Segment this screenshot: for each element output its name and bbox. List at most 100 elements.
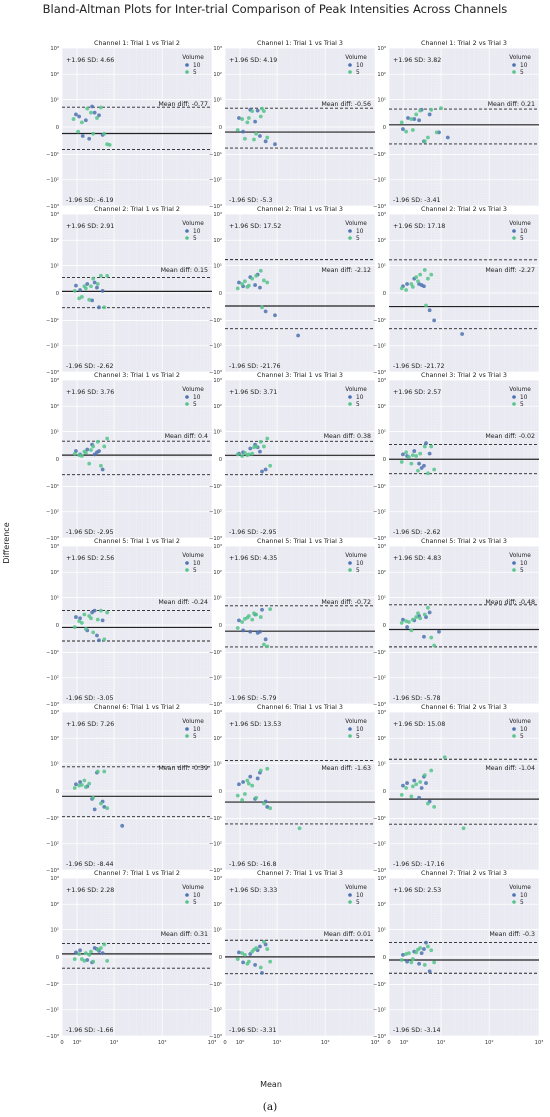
data-point <box>260 106 264 111</box>
y-tick-label: 0 <box>219 457 222 463</box>
lower-sd-label: -1.96 SD: -16.8 <box>229 861 277 868</box>
y-tick-label: −10³ <box>46 1034 59 1040</box>
y-tick-label: 0 <box>383 955 386 961</box>
data-point <box>414 454 419 458</box>
data-point <box>268 959 273 964</box>
data-point <box>237 950 241 955</box>
y-tick-label: −10¹ <box>46 650 59 656</box>
data-point <box>102 637 107 642</box>
subplot-11: 10³ 10² 10¹ 0 −10¹ −10² −10³ Channel 5: Trial 1… <box>209 537 376 708</box>
figure-x-label: Mean <box>260 1080 282 1089</box>
data-point <box>258 965 263 970</box>
y-tick-label: 10² <box>50 72 59 78</box>
legend-title: Volume <box>182 885 204 891</box>
data-point <box>262 278 266 283</box>
data-point <box>426 135 430 140</box>
data-point <box>273 313 277 318</box>
legend-marker <box>348 561 352 565</box>
data-point <box>90 298 94 303</box>
data-point <box>240 798 245 802</box>
y-tick-label: 10³ <box>377 46 386 52</box>
data-point <box>258 285 262 290</box>
y-tick-label: −10² <box>373 676 386 682</box>
data-point <box>240 951 245 956</box>
subplot-10: 10³ 10² 10¹ 0 −10¹ −10² −10³ Channel 5: Trial 1… <box>46 537 213 708</box>
legend-marker <box>512 727 516 731</box>
y-tick-label: −10² <box>373 1008 386 1014</box>
data-point <box>240 454 245 458</box>
data-point <box>92 608 97 613</box>
data-point <box>97 305 101 310</box>
y-tick-label: −10² <box>373 178 386 184</box>
mean-diff-label: Mean diff: -0.48 <box>485 599 535 606</box>
mean-diff-label: Mean diff: 0.38 <box>324 433 371 440</box>
data-point <box>92 452 97 457</box>
y-tick-label: 10² <box>377 72 386 78</box>
legend-marker <box>348 63 352 67</box>
y-tick-label: 10² <box>50 404 59 410</box>
data-point <box>401 953 405 957</box>
lower-sd-label: -1.96 SD: -3.31 <box>229 1027 277 1034</box>
data-point <box>258 134 262 138</box>
subplot-4: 10³ 10² 10¹ 0 −10¹ −10² −10³ Channel 2: Trial 1… <box>46 205 213 376</box>
y-tick-label: 0 <box>56 955 59 961</box>
figure-title: Bland-Altman Plots for Inter-trial Compa… <box>43 2 508 16</box>
legend-marker <box>348 236 352 240</box>
y-tick-label: −10² <box>209 178 222 184</box>
data-point <box>250 783 255 788</box>
y-tick-label: −10³ <box>373 370 386 376</box>
data-point <box>87 781 92 786</box>
legend-label: 5 <box>520 900 524 906</box>
y-tick-label: −10³ <box>209 868 222 874</box>
data-point <box>95 617 100 622</box>
figure-y-label: Difference <box>2 522 11 563</box>
y-tick-label: 0 <box>56 789 59 795</box>
y-tick-label: −10¹ <box>373 816 386 822</box>
data-point <box>419 786 424 790</box>
data-point <box>240 282 245 286</box>
y-tick-label: −10³ <box>373 868 386 874</box>
lower-sd-label: -1.96 SD: -17.16 <box>393 861 445 868</box>
data-point <box>417 461 421 466</box>
data-point <box>248 629 253 634</box>
data-point <box>258 615 263 619</box>
data-point <box>414 950 419 955</box>
y-tick-label: −10¹ <box>209 152 222 158</box>
y-tick-label: −10² <box>46 1008 59 1014</box>
data-point <box>461 826 466 831</box>
data-point <box>79 120 84 125</box>
legend-title: Volume <box>182 387 204 393</box>
data-point <box>418 780 423 784</box>
data-point <box>418 616 423 621</box>
legend-label: 5 <box>193 900 197 906</box>
mean-diff-label: Mean diff: -1.04 <box>485 765 535 772</box>
data-point <box>426 276 430 281</box>
data-point <box>265 644 270 649</box>
y-tick-label: −10¹ <box>46 318 59 324</box>
legend-marker <box>185 395 189 399</box>
subplot-title: Channel 6: Trial 2 vs Trial 3 <box>421 703 507 711</box>
data-point <box>83 286 88 291</box>
data-point <box>399 792 404 797</box>
mean-diff-label: Mean diff: -0.02 <box>485 433 535 440</box>
subplot-title: Channel 1: Trial 1 vs Trial 3 <box>257 39 343 47</box>
upper-sd-label: +1.96 SD: 7.26 <box>66 721 114 728</box>
data-point <box>273 142 277 147</box>
subplot-title: Channel 1: Trial 1 vs Trial 2 <box>94 39 180 47</box>
legend-label: 5 <box>356 900 360 906</box>
data-point <box>432 318 437 323</box>
y-tick-label: −10² <box>373 510 386 516</box>
data-point <box>242 279 247 284</box>
data-point <box>252 611 256 616</box>
data-point <box>97 638 101 643</box>
data-point <box>422 963 427 967</box>
legend-label: 10 <box>193 395 201 401</box>
legend-label: 5 <box>356 568 360 574</box>
data-point <box>99 273 103 278</box>
data-point <box>429 768 434 773</box>
data-point <box>432 643 437 648</box>
data-point <box>399 958 404 962</box>
data-point <box>91 444 96 449</box>
y-tick-label: −10¹ <box>46 816 59 822</box>
